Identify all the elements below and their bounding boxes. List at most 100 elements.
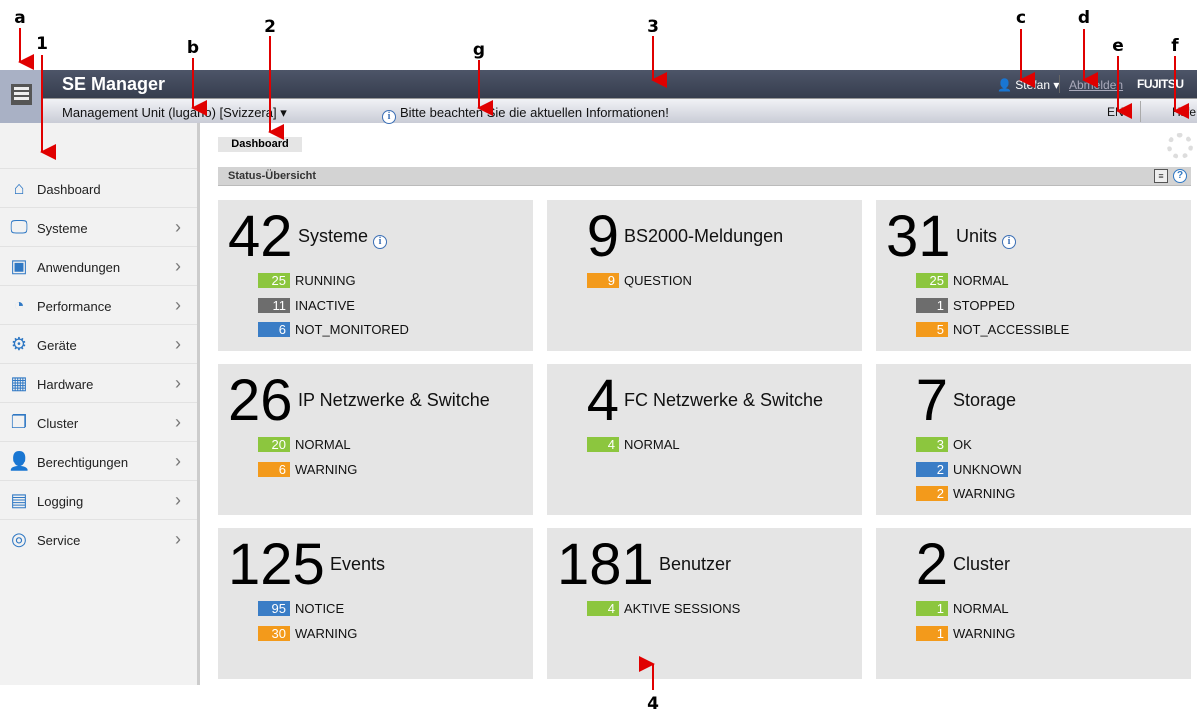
breadcrumb-dashboard[interactable]: Dashboard — [218, 137, 302, 152]
status-count-badge: 30 — [258, 625, 290, 641]
card-count: 125 — [228, 532, 325, 597]
speedometer-icon: ◔ — [13, 295, 25, 315]
caret-down-icon: ▾ — [280, 105, 287, 120]
notice-text: Bitte beachten Sie die aktuellen Informa… — [400, 105, 669, 120]
status-card[interactable]: 7 Storage 3 OK 2 UNKNOWN 2 WARNING — [876, 364, 1191, 515]
status-card[interactable]: 2 Cluster 1 NORMAL 1 WARNING — [876, 528, 1191, 679]
notice-link[interactable]: i Bitte beachten Sie die aktuellen Inform… — [382, 105, 669, 124]
status-badge-row[interactable]: 1 WARNING — [916, 625, 1016, 641]
monitors-icon: 🖵 — [10, 217, 28, 237]
user-menu[interactable]: 👤 Stefan ▾ — [997, 78, 1059, 92]
status-count-badge: 1 — [916, 601, 948, 616]
status-card[interactable]: 26 IP Netzwerke & Switche 20 NORMAL 6 WARNING — [218, 364, 533, 515]
cluster-icon: ❐ — [10, 412, 28, 432]
status-badge-row[interactable]: 6 NOT_MONITORED — [258, 322, 409, 337]
info-icon[interactable]: i — [373, 235, 388, 249]
gear-icon: ⚙ — [10, 334, 28, 354]
service-icon: ◎ — [11, 529, 27, 549]
sidebar-item-performance[interactable]: ◔ Performance › — [0, 285, 197, 324]
status-badge-row[interactable]: 6 WARNING — [258, 461, 358, 477]
status-badge-row[interactable]: 2 WARNING — [916, 486, 1015, 501]
status-count-badge: 4 — [587, 437, 619, 452]
chevron-right-icon: › — [175, 490, 181, 510]
status-card[interactable]: 9 BS2000-Meldungen 9 QUESTION — [547, 200, 862, 351]
annotation-label: 2 — [264, 17, 276, 37]
annotation-label: g — [473, 40, 485, 60]
status-badge-row[interactable]: 3 OK — [916, 437, 972, 452]
status-badge-row[interactable]: 2 UNKNOWN — [916, 461, 1022, 477]
list-view-icon[interactable]: ≡ — [1154, 169, 1168, 183]
sidebar-item-hardware[interactable]: ▦ Hardware › — [0, 363, 197, 402]
status-count-badge: 25 — [258, 273, 290, 288]
logout-link[interactable]: Abmelden — [1069, 78, 1124, 92]
status-count-badge: 11 — [258, 297, 290, 313]
status-badge-row[interactable]: 1 NORMAL — [916, 601, 1009, 616]
help-button[interactable]: Hilfe — [1172, 105, 1197, 119]
status-count-badge: 25 — [916, 273, 948, 288]
language-button[interactable]: EN — [1107, 105, 1124, 119]
sidebar-item-cluster[interactable]: ❐ Cluster › — [0, 402, 197, 441]
card-title: Storage — [953, 390, 1017, 410]
status-card[interactable]: 181 Benutzer 4 AKTIVE SESSIONS — [547, 528, 862, 679]
chevron-right-icon: › — [175, 295, 181, 315]
user-icon: 👤 — [8, 451, 31, 471]
status-label: OK — [953, 437, 972, 452]
management-unit-select[interactable]: Management Unit (lugano) [Svizzera] ▾ — [62, 105, 287, 121]
sidebar-item-berechtigungen[interactable]: 👤 Berechtigungen › — [0, 441, 197, 480]
status-label: NOT_MONITORED — [295, 322, 409, 337]
card-count: 9 — [586, 204, 619, 269]
status-badge-row[interactable]: 4 NORMAL — [587, 437, 680, 452]
status-count-badge: 9 — [587, 273, 619, 288]
status-count-badge: 3 — [916, 437, 948, 452]
status-label: NORMAL — [953, 601, 1009, 616]
sidebar-nav: ⌂ Dashboard 🖵 Systeme › ▣ Anwendungen › ◔ Perform… — [0, 123, 200, 685]
caret-down-icon: ▾ — [1053, 78, 1060, 92]
card-title: Cluster — [953, 554, 1011, 574]
status-badge-row[interactable]: 1 STOPPED — [916, 297, 1015, 313]
sidebar-item-geräte[interactable]: ⚙ Geräte › — [0, 324, 197, 363]
status-count-badge: 4 — [587, 601, 619, 616]
chevron-right-icon: › — [175, 256, 181, 276]
card-title: FC Netzwerke & Switche — [624, 390, 824, 410]
status-badge-row[interactable]: 9 QUESTION — [587, 273, 692, 288]
status-count-badge: 95 — [258, 601, 290, 616]
chevron-right-icon: › — [175, 451, 181, 471]
status-badge-row[interactable]: 25 NORMAL — [916, 273, 1009, 288]
status-count-badge: 5 — [916, 322, 948, 337]
status-badge-row[interactable]: 95 NOTICE — [258, 601, 344, 616]
status-badge-row[interactable]: 30 WARNING — [258, 625, 357, 641]
annotation-label: b — [187, 38, 199, 58]
status-label: QUESTION — [624, 273, 692, 288]
card-title: Systeme i — [298, 226, 391, 249]
sidebar-item-label: Dashboard — [37, 182, 101, 197]
status-badge-row[interactable]: 4 AKTIVE SESSIONS — [587, 601, 740, 616]
sidebar-item-anwendungen[interactable]: ▣ Anwendungen › — [0, 246, 197, 285]
help-icon[interactable]: ? — [1173, 169, 1187, 183]
status-label: NOTICE — [295, 601, 345, 616]
status-badge-row[interactable]: 20 NORMAL — [258, 437, 351, 452]
status-badge-row[interactable]: 5 NOT_ACCESSIBLE — [916, 322, 1069, 337]
card-title: Benutzer — [659, 554, 732, 574]
status-card[interactable]: 4 FC Netzwerke & Switche 4 NORMAL — [547, 364, 862, 515]
status-badge-row[interactable]: 25 RUNNING — [258, 273, 356, 288]
divider — [1059, 75, 1060, 93]
status-card[interactable]: 42 Systeme i 25 RUNNING 11 INACTIVE 6 NOT_MONIT… — [218, 200, 533, 351]
status-label: NORMAL — [624, 437, 680, 452]
status-label: WARNING — [295, 461, 358, 477]
info-icon[interactable]: i — [1002, 235, 1017, 249]
sidebar-item-dashboard[interactable]: ⌂ Dashboard — [0, 168, 197, 207]
status-label: STOPPED — [953, 297, 1015, 313]
sidebar-item-logging[interactable]: ▤ Logging › — [0, 480, 197, 519]
loading-spinner-icon — [1167, 133, 1193, 159]
sidebar-item-service[interactable]: ◎ Service › — [0, 519, 197, 558]
menu-toggle-button[interactable] — [0, 70, 42, 123]
sidebar-item-systeme[interactable]: 🖵 Systeme › — [0, 207, 197, 246]
status-card[interactable]: 125 Events 95 NOTICE 30 WARNING — [218, 528, 533, 679]
status-label: WARNING — [953, 625, 1016, 641]
card-count: 42 — [228, 204, 293, 269]
status-badge-row[interactable]: 11 INACTIVE — [258, 297, 355, 313]
card-count: 2 — [915, 532, 948, 597]
annotation-label: e — [1112, 36, 1124, 56]
status-card[interactable]: 31 Units i 25 NORMAL 1 STOPPED 5 NOT_ACCESSIBLE — [876, 200, 1191, 351]
